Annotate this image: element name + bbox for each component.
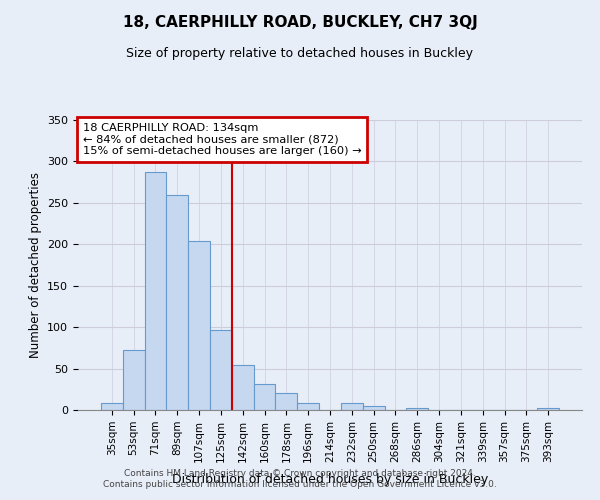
Bar bbox=[406, 408, 428, 410]
Bar bbox=[341, 404, 363, 410]
Bar bbox=[275, 392, 297, 410]
Text: Contains public sector information licensed under the Open Government Licence v3: Contains public sector information licen… bbox=[103, 480, 497, 489]
Text: 18 CAERPHILLY ROAD: 134sqm
← 84% of detached houses are smaller (872)
15% of sem: 18 CAERPHILLY ROAD: 134sqm ← 84% of deta… bbox=[83, 123, 362, 156]
Bar bbox=[123, 350, 145, 410]
Bar bbox=[254, 384, 275, 410]
Bar bbox=[188, 241, 210, 410]
X-axis label: Distribution of detached houses by size in Buckley: Distribution of detached houses by size … bbox=[172, 473, 488, 486]
Bar bbox=[537, 408, 559, 410]
Bar bbox=[232, 366, 254, 410]
Text: Contains HM Land Registry data © Crown copyright and database right 2024.: Contains HM Land Registry data © Crown c… bbox=[124, 468, 476, 477]
Text: Size of property relative to detached houses in Buckley: Size of property relative to detached ho… bbox=[127, 48, 473, 60]
Y-axis label: Number of detached properties: Number of detached properties bbox=[29, 172, 41, 358]
Text: 18, CAERPHILLY ROAD, BUCKLEY, CH7 3QJ: 18, CAERPHILLY ROAD, BUCKLEY, CH7 3QJ bbox=[122, 15, 478, 30]
Bar bbox=[166, 194, 188, 410]
Bar bbox=[297, 402, 319, 410]
Bar bbox=[101, 402, 123, 410]
Bar bbox=[145, 172, 166, 410]
Bar bbox=[363, 406, 385, 410]
Bar bbox=[210, 330, 232, 410]
